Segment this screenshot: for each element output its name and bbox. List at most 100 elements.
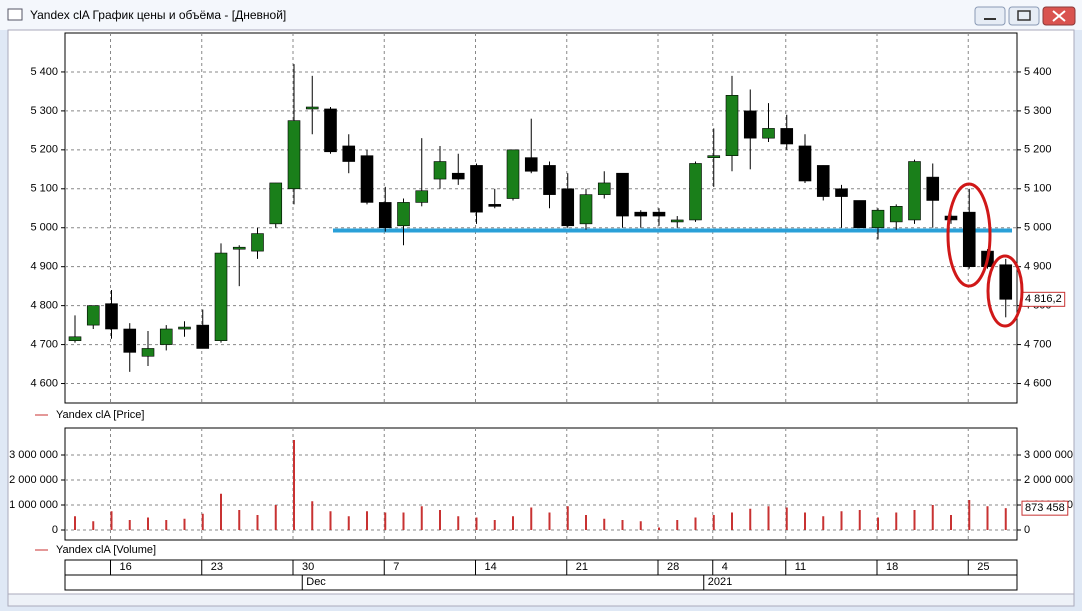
volume-bar xyxy=(913,510,916,530)
candle-body xyxy=(415,190,429,203)
volume-bar xyxy=(475,517,478,530)
volume-bar xyxy=(566,506,569,530)
y-tick-label: 5 400 xyxy=(30,66,58,78)
candle-body xyxy=(634,211,648,217)
y-tick-label: 4 900 xyxy=(30,261,58,273)
y-tick-label: 5 100 xyxy=(1024,183,1052,195)
candle-body xyxy=(123,328,137,353)
volume-bar xyxy=(311,501,314,530)
volume-bar xyxy=(694,517,697,530)
maximize-icon xyxy=(1017,10,1031,21)
volume-bar xyxy=(420,506,423,530)
title-bar xyxy=(0,0,1082,30)
candle-body xyxy=(962,211,976,267)
candle-body xyxy=(196,324,210,349)
volume-bar xyxy=(110,511,113,530)
candle-body xyxy=(397,202,410,227)
x-tick-label: 30 xyxy=(302,561,314,573)
x-tick-label: 16 xyxy=(120,561,132,573)
candle-body xyxy=(488,204,502,207)
candle-body xyxy=(762,128,775,139)
volume-bar xyxy=(822,516,825,530)
y-tick-label: 4 600 xyxy=(1024,377,1052,389)
y-tick-label: 5 100 xyxy=(30,183,58,195)
volume-bar xyxy=(220,493,222,530)
legend-label: Yandex clA [Price] xyxy=(56,409,144,421)
volume-bar xyxy=(785,507,788,530)
volume-bar xyxy=(858,510,861,530)
candle-body xyxy=(269,182,283,225)
volume-bar xyxy=(439,510,441,530)
x-tick-label: 23 xyxy=(211,561,223,573)
x-tick-label: 25 xyxy=(977,561,989,573)
candle-body xyxy=(524,157,538,172)
volume-bar xyxy=(585,515,587,530)
volume-bar xyxy=(165,520,168,530)
highlight-ellipse xyxy=(986,254,1024,328)
maximize-button[interactable] xyxy=(1008,6,1040,26)
x-tick-label: 18 xyxy=(886,561,898,573)
volume-bar xyxy=(530,507,533,530)
volume-bar xyxy=(767,506,770,530)
y-tick-label: 3 000 000 xyxy=(9,449,58,461)
x-tick-label: 11 xyxy=(795,561,806,573)
x-tick-label: 28 xyxy=(667,561,679,573)
y-tick-label: 2 000 000 xyxy=(1024,474,1073,486)
candle-body xyxy=(561,188,575,227)
candle-body xyxy=(908,161,921,221)
volume-bar xyxy=(621,520,624,530)
candle-body xyxy=(159,328,173,345)
y-tick-label: 5 300 xyxy=(1024,105,1052,117)
y-tick-label: 5 200 xyxy=(1024,144,1052,156)
volume-bar xyxy=(74,516,76,530)
volume-bar xyxy=(731,512,733,530)
minimize-button[interactable] xyxy=(974,6,1006,26)
month-label: Dec xyxy=(306,576,326,588)
volume-bar xyxy=(493,520,496,530)
candle-body xyxy=(506,149,520,199)
volume-bar xyxy=(384,512,387,530)
volume-bar xyxy=(548,512,551,530)
volume-bar xyxy=(183,518,186,530)
candle-body xyxy=(232,246,246,250)
volume-bar xyxy=(293,440,295,530)
candle-body xyxy=(707,155,721,158)
candle-body xyxy=(105,303,118,330)
scrollbar[interactable] xyxy=(7,593,1075,607)
highlight-ellipse xyxy=(946,182,992,288)
volume-bar xyxy=(329,511,332,530)
volume-bar xyxy=(238,510,241,530)
candle-body xyxy=(798,145,812,182)
volume-bar xyxy=(712,515,715,530)
y-tick-label: 5 400 xyxy=(1024,66,1052,78)
candle-body xyxy=(579,194,593,225)
app-icon xyxy=(7,8,23,21)
candle-body xyxy=(378,202,392,229)
candle-body xyxy=(926,176,940,201)
y-tick-label: 4 800 xyxy=(30,300,58,312)
y-tick-label: 4 900 xyxy=(1024,261,1052,273)
candle-body xyxy=(251,233,264,252)
candle-body xyxy=(451,172,465,180)
y-tick-label: 4 700 xyxy=(1024,338,1052,350)
candle-body xyxy=(780,128,794,145)
candle-body xyxy=(470,165,483,213)
volume-bar xyxy=(1004,508,1007,530)
volume-bar xyxy=(92,521,95,530)
candle-body xyxy=(999,264,1013,300)
candle-body xyxy=(305,106,319,110)
y-tick-label: 1 000 000 xyxy=(9,499,58,511)
y-tick-label: 5 000 xyxy=(30,222,58,234)
candle-body xyxy=(86,305,100,326)
candle-body xyxy=(889,206,903,223)
y-tick-label: 4 700 xyxy=(30,338,58,350)
window-title: Yandex clA График цены и объёма - [Дневн… xyxy=(30,8,286,22)
volume-bar xyxy=(457,516,460,530)
candle-body xyxy=(342,145,356,162)
candle-body xyxy=(543,165,556,195)
volume-bar xyxy=(840,511,843,530)
volume-panel xyxy=(64,427,1018,541)
y-tick-label: 5 000 xyxy=(1024,222,1052,234)
volume-bar xyxy=(968,500,971,530)
